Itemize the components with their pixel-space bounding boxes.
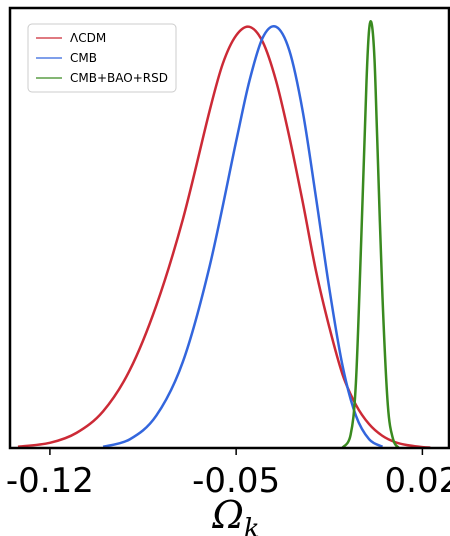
legend: ΛCDM CMB CMB+BAO+RSD — [27, 23, 177, 93]
legend-label: CMB+BAO+RSD — [70, 71, 168, 85]
x-tick-label: -0.05 — [192, 461, 280, 501]
legend-label: CMB — [70, 51, 97, 65]
x-tick-label: -0.12 — [6, 461, 94, 501]
series-line-0 — [17, 25, 431, 449]
x-tick-label: 0.02 — [385, 461, 450, 501]
series-line-1 — [102, 25, 384, 448]
axes-frame — [8, 6, 450, 450]
curve-layer — [17, 20, 431, 449]
legend-label: ΛCDM — [70, 31, 106, 45]
legend-box — [27, 23, 177, 93]
series-line-2 — [341, 20, 400, 449]
x-axis-label: Ωk — [211, 493, 259, 536]
x-axis-ticks: -0.12 -0.05 0.02 — [6, 448, 450, 501]
